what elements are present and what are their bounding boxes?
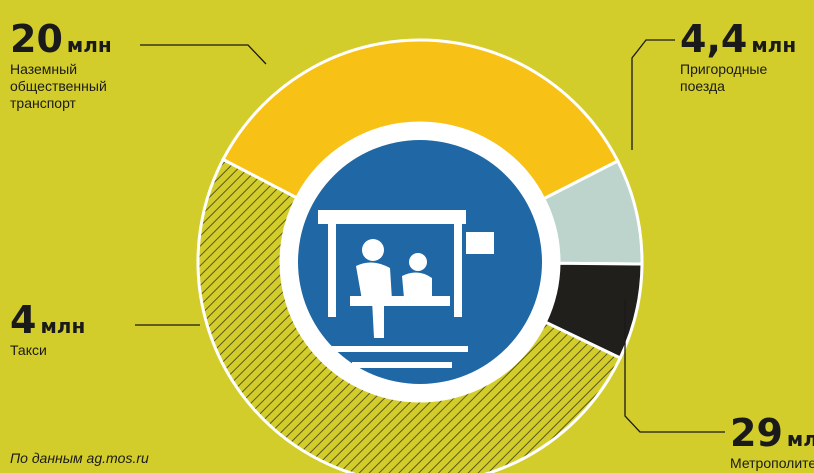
value-label: 20: [10, 17, 63, 61]
value-label: 4: [10, 298, 36, 342]
connector: [624, 300, 725, 433]
value-label: 4,4: [680, 17, 747, 61]
unit-label: млн: [751, 33, 796, 57]
category-label: поезда: [680, 78, 725, 94]
unit-label: млн: [787, 427, 814, 451]
category-label: Такси: [10, 342, 47, 358]
category-label: Пригородные: [680, 61, 767, 77]
connector: [140, 44, 267, 65]
source-note: По данным ag.mos.ru: [10, 450, 149, 466]
category-label: общественный: [10, 78, 107, 94]
category-label: Наземный: [10, 61, 77, 77]
connector: [631, 39, 675, 150]
unit-label: млн: [40, 314, 85, 338]
donut-segment: [196, 157, 623, 473]
value-label: 29: [730, 411, 783, 455]
category-label: Метрополитен: [730, 455, 814, 471]
unit-label: млн: [67, 33, 112, 57]
icon: [318, 210, 494, 368]
category-label: транспорт: [10, 95, 77, 111]
